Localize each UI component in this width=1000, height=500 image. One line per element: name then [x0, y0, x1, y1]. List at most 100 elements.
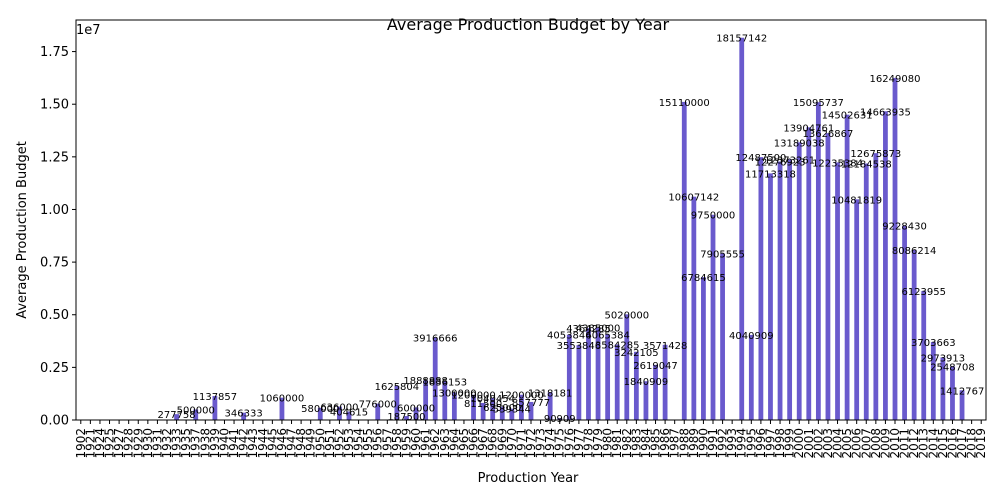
bar-label-1966: 1200000 [451, 391, 496, 402]
x-tick-label-1976: 1976 [562, 428, 576, 459]
bar-1980 [605, 334, 611, 420]
x-tick-label-1958: 1958 [390, 428, 404, 459]
x-tick-label-1953: 1953 [342, 428, 356, 459]
bar-2013 [921, 291, 927, 420]
y-tick-label-5: 1.25 [40, 150, 69, 165]
bar-1988 [681, 101, 687, 420]
bar-label-1958: 1625804 [375, 382, 420, 393]
bar-label-2017: 1412767 [940, 386, 985, 397]
x-tick-label-2016: 2016 [945, 428, 959, 459]
x-tick-label-1983: 1983 [629, 428, 643, 459]
bar-1981 [614, 344, 620, 420]
x-tick-label-1987: 1987 [668, 428, 682, 459]
x-tick-label-2006: 2006 [850, 428, 864, 459]
x-tick-label-1950: 1950 [313, 428, 327, 459]
bar-label-1967: 811500 [464, 399, 502, 410]
x-tick-label-1955: 1955 [361, 428, 375, 459]
x-tick-label-1975: 1975 [553, 428, 567, 459]
x-tick-label-2019: 2019 [974, 428, 988, 459]
bar-label-1977: 3553846 [557, 341, 602, 352]
bar-1971 [519, 394, 524, 420]
bar-label-2007: 12184538 [841, 159, 892, 170]
x-tick-label-1965: 1965 [457, 428, 471, 459]
bar-2001 [806, 127, 812, 421]
x-tick-label-1979: 1979 [591, 428, 605, 459]
bar-1996 [758, 157, 764, 421]
x-tick-label-1933: 1933 [170, 428, 184, 459]
bar-1942 [241, 412, 247, 420]
x-tick-label-1956: 1956 [371, 428, 385, 459]
bar-1989 [691, 196, 697, 420]
x-tick-label-2014: 2014 [926, 428, 940, 459]
x-tick-label-1954: 1954 [352, 428, 366, 459]
bar-2003 [825, 133, 831, 420]
bar-label-2003: 13626867 [802, 129, 853, 140]
x-tick-label-1996: 1996 [754, 428, 768, 459]
x-tick-label-1927: 1927 [112, 428, 126, 459]
bar-1979 [595, 327, 601, 420]
x-tick-label-1990: 1990 [696, 428, 710, 459]
bar-label-1950: 580000 [301, 404, 339, 415]
bar-label-1972: 857777 [512, 398, 550, 409]
x-tick-label-1995: 1995 [744, 428, 758, 459]
bar-label-2010: 16249080 [870, 74, 921, 85]
bar-label-2016: 2548708 [930, 362, 975, 373]
x-tick-label-1999: 1999 [783, 428, 797, 459]
bar-label-1990: 6784615 [681, 273, 726, 284]
bar-label-2009: 14663935 [860, 107, 911, 118]
bar-2000 [796, 142, 802, 420]
bar-1950 [317, 407, 323, 420]
y-tick-label-0: 0.00 [40, 414, 69, 429]
x-tick-label-1998: 1998 [773, 428, 787, 459]
bar-label-1963: 1836153 [423, 377, 468, 388]
bar-label-1960: 600000 [397, 403, 435, 414]
x-tick-label-1945: 1945 [265, 428, 279, 459]
x-tick-label-1997: 1997 [763, 428, 777, 459]
bar-label-1982: 5020000 [605, 310, 650, 321]
x-tick-label-2005: 2005 [840, 428, 854, 459]
x-tick-label-1986: 1986 [658, 428, 672, 459]
x-tick-label-1944: 1944 [256, 428, 270, 459]
bar-1986 [662, 344, 668, 420]
bar-1963 [442, 381, 448, 420]
bar-2009 [883, 111, 888, 420]
y-axis-label: Average Production Budget [15, 141, 30, 319]
bar-1978 [586, 328, 591, 420]
bar-label-1976: 4053846 [547, 331, 592, 342]
bar-1995 [748, 334, 754, 420]
x-tick-label-1928: 1928 [122, 428, 136, 459]
bar-label-1983: 3242105 [614, 348, 659, 359]
x-tick-label-1963: 1963 [438, 428, 452, 459]
bar-label-1969: 625000 [483, 403, 521, 414]
bar-label-1984: 1840909 [624, 377, 669, 388]
x-tick-label-1966: 1966 [467, 428, 481, 459]
x-tick-label-2000: 2000 [792, 428, 806, 459]
bar-1977 [576, 345, 582, 420]
bar-label-2013: 6123955 [901, 287, 946, 298]
x-tick-label-1929: 1929 [131, 428, 145, 459]
x-tick-label-1981: 1981 [610, 428, 624, 459]
bar-2002 [815, 102, 821, 420]
bar-label-2002: 15095737 [793, 98, 844, 109]
bar-1964 [451, 392, 457, 420]
bar-label-2014: 3703663 [911, 338, 956, 349]
bar-2008 [873, 153, 879, 420]
bar-label-1953: 404615 [330, 407, 368, 418]
bar-label-1942: 346333 [225, 409, 263, 420]
x-tick-label-1939: 1939 [208, 428, 222, 459]
bar-1946 [279, 397, 285, 420]
x-tick-label-1942: 1942 [237, 428, 251, 459]
x-tick-label-2011: 2011 [898, 428, 912, 459]
bar-label-1999: 12373261 [764, 156, 815, 167]
bar-label-1991: 9750000 [691, 211, 736, 222]
y-tick-label-4: 1.00 [40, 203, 69, 218]
x-tick-label-1972: 1972 [524, 428, 538, 459]
x-tick-label-1938: 1938 [198, 428, 212, 459]
bar-label-2005: 14502631 [822, 111, 873, 122]
x-tick-label-1935: 1935 [179, 428, 193, 459]
bar-1937 [193, 409, 199, 420]
x-tick-label-1902: 1902 [74, 428, 88, 459]
bar-label-1956: 776000 [359, 400, 397, 411]
x-tick-label-2009: 2009 [878, 428, 892, 459]
